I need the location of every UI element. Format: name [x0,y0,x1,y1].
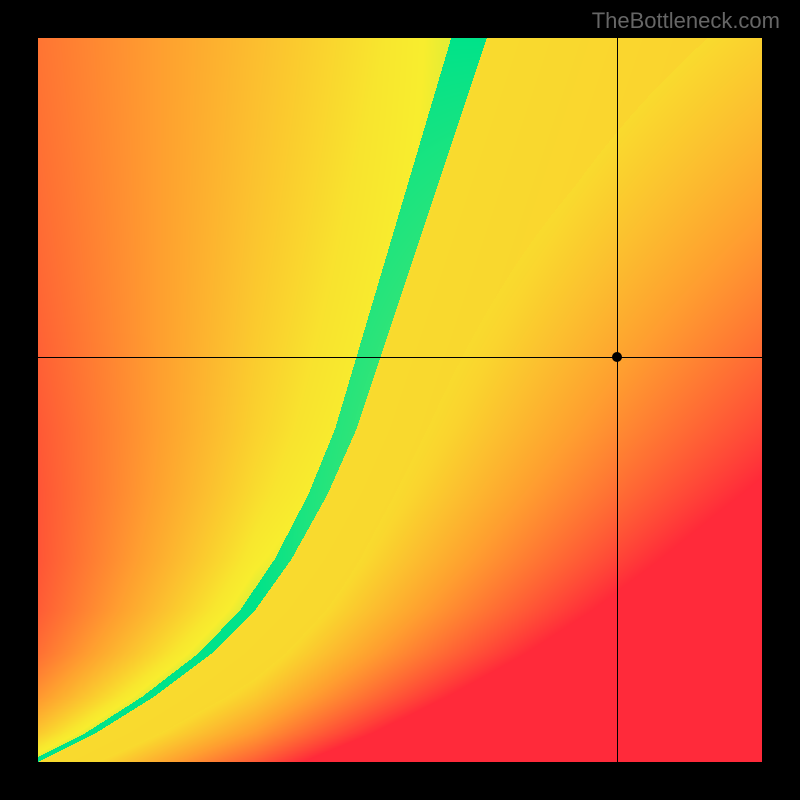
crosshair-horizontal [38,357,762,358]
watermark-text: TheBottleneck.com [592,8,780,34]
crosshair-marker [612,352,622,362]
heatmap-plot [38,38,762,762]
crosshair-vertical [617,38,618,762]
heatmap-canvas [38,38,762,762]
